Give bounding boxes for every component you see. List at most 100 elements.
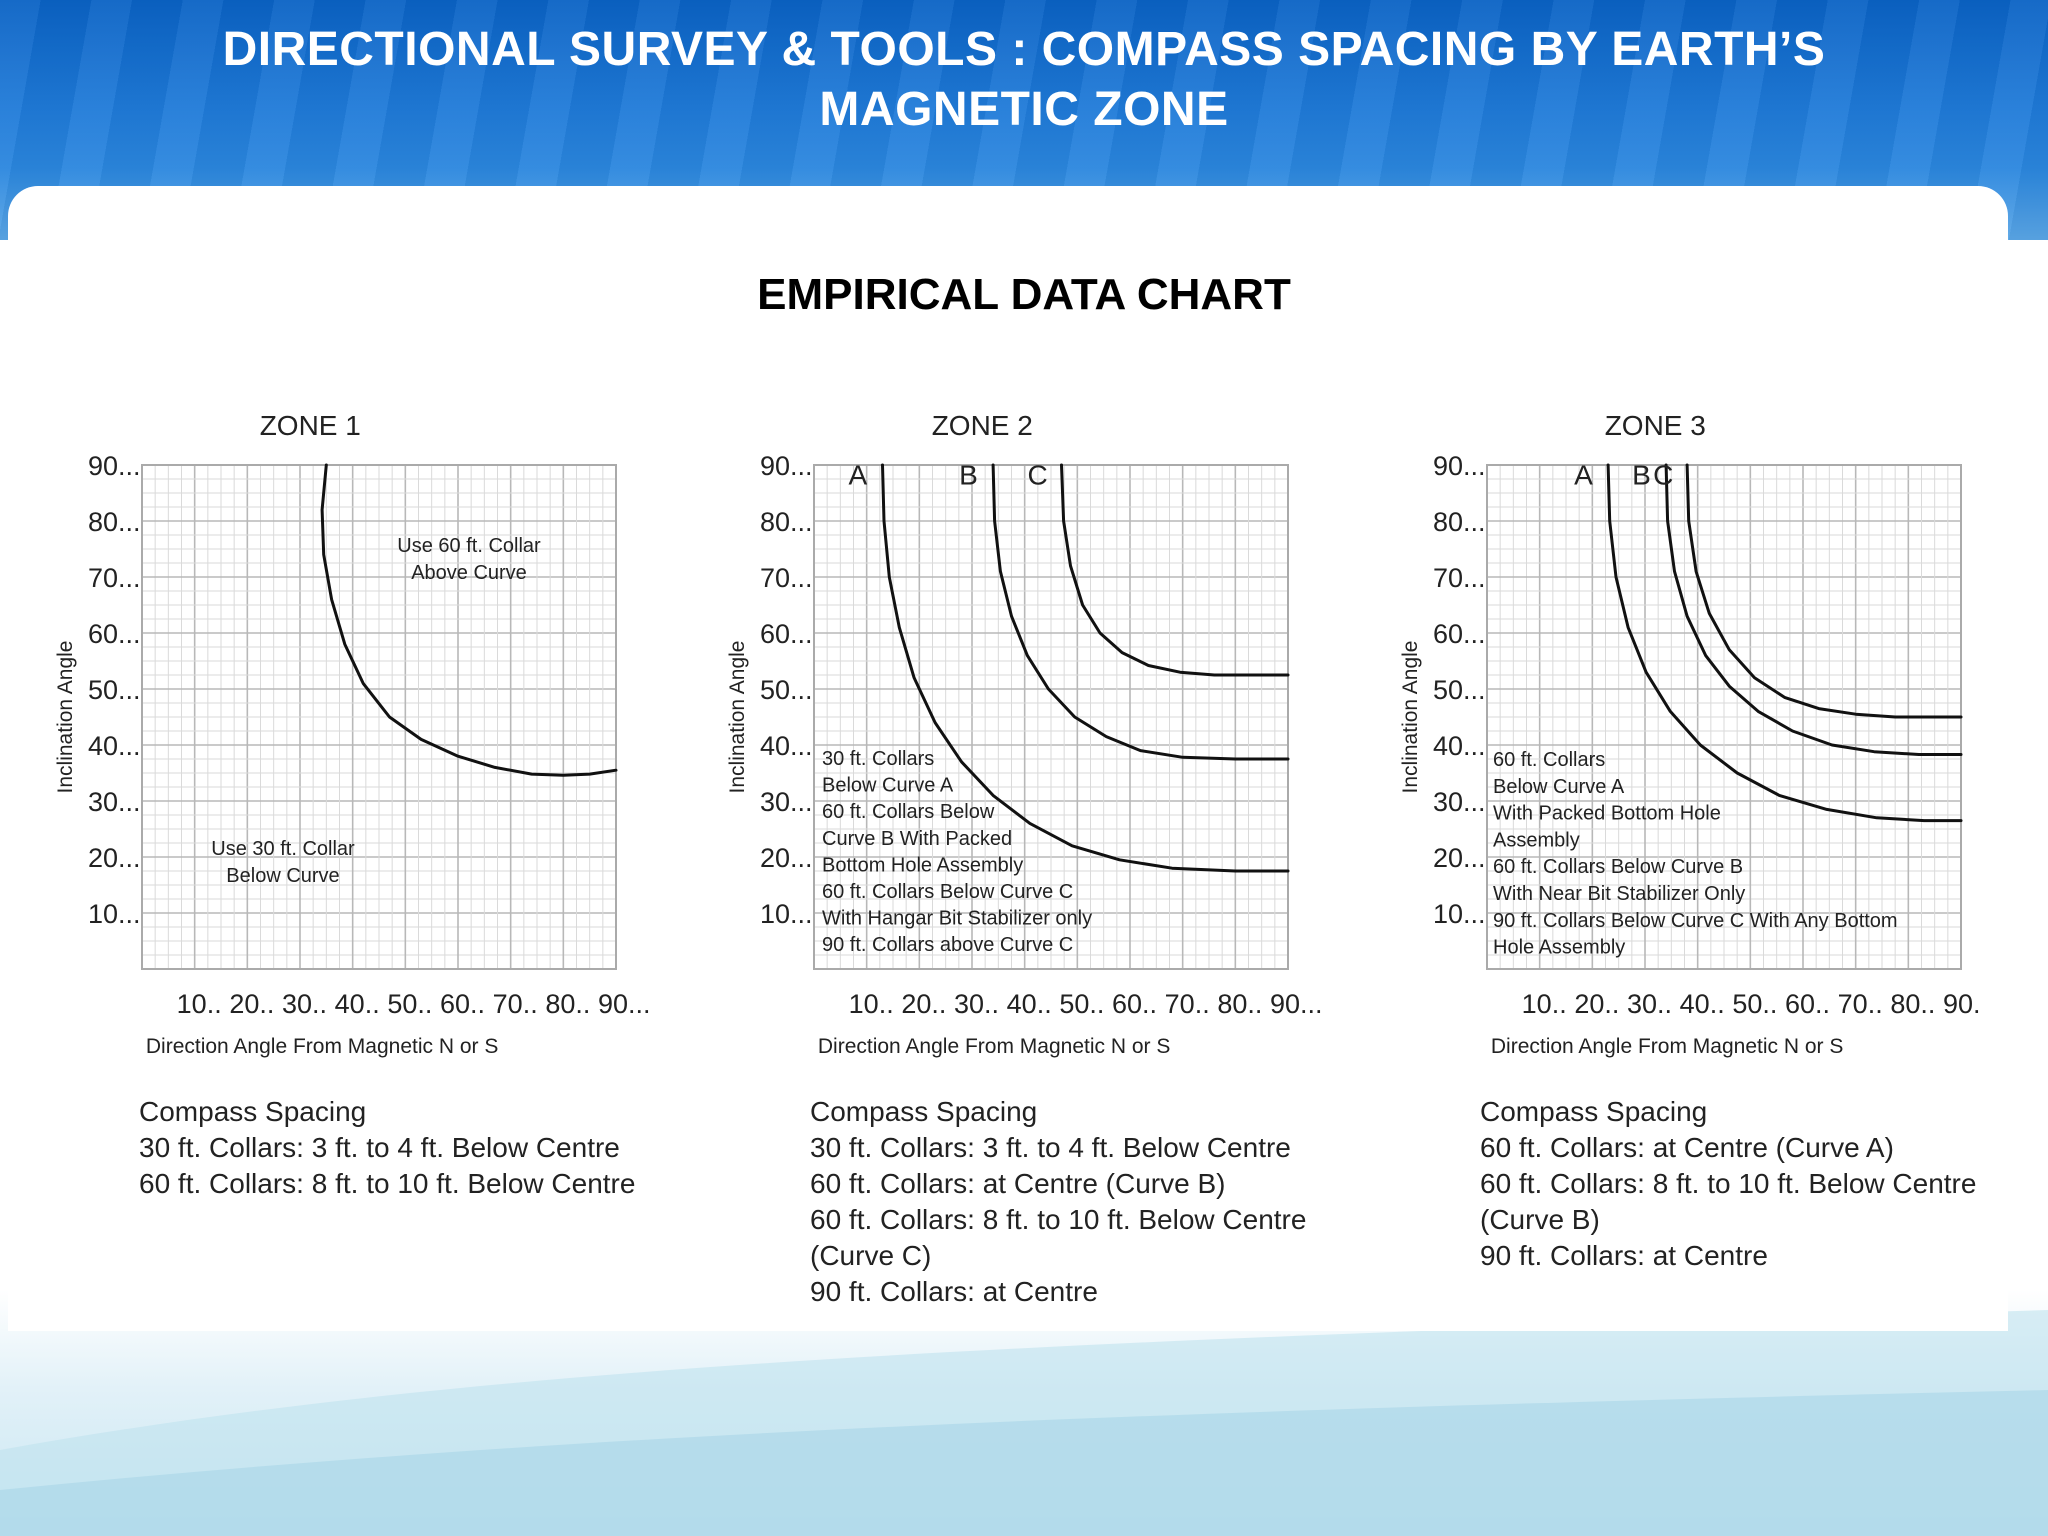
zone-chart-1: ZONE 1 90... 80... 70... 60... 50... 40... 30..… [54, 410, 651, 1058]
x-tick-label: 70.. [1838, 989, 1883, 1019]
annotation-line: 90 ft. Collars Below Curve C With Any Bo… [1493, 910, 1898, 932]
x-tick-label: 60.. [440, 989, 485, 1019]
y-tick-label: 80... [1433, 507, 1486, 537]
annotation-line: Above Curve [411, 562, 527, 584]
curve-a [1606, 463, 1963, 823]
y-tick-label: 30... [88, 787, 141, 817]
x-tick-label: 30.. [1627, 989, 1672, 1019]
compass-spacing-line: 90 ft. Collars: at Centre [1480, 1240, 1768, 1271]
compass-spacing-line: 90 ft. Collars: at Centre [810, 1276, 1098, 1307]
chart-grid [813, 464, 1289, 970]
x-tick-label: 50.. [1059, 989, 1104, 1019]
chart-annotation: 60 ft. Collars Below Curve A With Packed B… [1493, 749, 1898, 959]
y-axis-label: Inclination Angle [726, 641, 749, 794]
x-tick-label: 10.. [849, 989, 894, 1019]
x-axis-label: Direction Angle From Magnetic N or S [146, 1035, 498, 1058]
x-tick-label: 30.. [282, 989, 327, 1019]
y-tick-label: 50... [88, 675, 141, 705]
curve-label-c: C [1028, 460, 1048, 491]
page-title: DIRECTIONAL SURVEY & TOOLS : COMPASS SPA… [100, 20, 1948, 140]
y-tick-label: 20... [760, 843, 813, 873]
plot-frame [141, 464, 617, 970]
x-tick-label: 30.. [954, 989, 999, 1019]
y-tick-label: 90... [1433, 451, 1486, 481]
y-tick-label: 30... [1433, 787, 1486, 817]
x-tick-label: 50.. [1732, 989, 1777, 1019]
annotation-line: Curve B With Packed [822, 828, 1012, 850]
curve-c [1685, 463, 1963, 719]
compass-spacing-line: 60 ft. Collars: at Centre (Curve A) [1480, 1132, 1894, 1163]
annotation-line: Use 60 ft. Collar [397, 535, 541, 557]
y-tick-label: 50... [760, 675, 813, 705]
compass-spacing-line: (Curve C) [810, 1240, 932, 1271]
x-axis-label: Direction Angle From Magnetic N or S [818, 1035, 1170, 1058]
compass-spacing-line: (Curve B) [1480, 1204, 1600, 1235]
compass-spacing-title: Compass Spacing [810, 1096, 1038, 1127]
y-tick-label: 30... [760, 787, 813, 817]
y-tick-label: 10... [1433, 899, 1486, 929]
y-tick-label: 20... [88, 843, 141, 873]
annotation-line: 60 ft. Collars [1493, 749, 1605, 771]
x-tick-label: 80.. [1890, 989, 1935, 1019]
x-tick-label: 10.. [1522, 989, 1567, 1019]
zone-chart-3: ZONE 3 90... 80... 70... 60... 50... 40... 30..… [1399, 410, 1981, 1058]
compass-spacing-line: 60 ft. Collars: 8 ft. to 10 ft. Below Ce… [1480, 1168, 1977, 1199]
compass-spacing-zone-2: Compass Spacing 30 ft. Collars: 3 ft. to … [810, 1094, 1306, 1310]
annotation-line: Assembly [1493, 829, 1580, 851]
zone-title: ZONE 2 [932, 410, 1033, 441]
curve-main [320, 463, 618, 777]
compass-spacing-line: 60 ft. Collars: 8 ft. to 10 ft. Below Ce… [810, 1204, 1307, 1235]
plot-frame [813, 464, 1289, 970]
annotation-line: Below Curve A [1493, 776, 1625, 798]
footer-wave [0, 1310, 2048, 1536]
compass-spacing-line: 60 ft. Collars: at Centre (Curve B) [810, 1168, 1226, 1199]
chart-annotation: 30 ft. Collars Below Curve A 60 ft. Collar… [822, 748, 1092, 956]
y-tick-label: 40... [1433, 731, 1486, 761]
y-tick-label: 60... [88, 619, 141, 649]
x-tick-label: 40.. [335, 989, 380, 1019]
chart-annotation: Use 60 ft. Collar Above Curve [397, 535, 541, 584]
annotation-line: With Near Bit Stabilizer Only [1493, 883, 1745, 905]
annotation-line: Use 30 ft. Collar [211, 838, 355, 860]
annotation-line: Below Curve A [822, 775, 954, 797]
y-axis-label: Inclination Angle [1399, 641, 1422, 794]
y-axis-label: Inclination Angle [54, 641, 77, 794]
x-tick-label: 90. [1943, 989, 1981, 1019]
compass-spacing-zone-3: Compass Spacing 60 ft. Collars: at Centre… [1480, 1094, 1976, 1274]
compass-spacing-line: 30 ft. Collars: 3 ft. to 4 ft. Below Cen… [139, 1132, 620, 1163]
x-tick-label: 60.. [1785, 989, 1830, 1019]
x-axis-label: Direction Angle From Magnetic N or S [1491, 1035, 1843, 1058]
curve-a [881, 463, 1290, 873]
page-title-line-2: MAGNETIC ZONE [819, 83, 1229, 136]
annotation-line: With Packed Bottom Hole [1493, 803, 1721, 825]
compass-spacing-title: Compass Spacing [1480, 1096, 1708, 1127]
compass-spacing-line: 60 ft. Collars: 8 ft. to 10 ft. Below Ce… [139, 1168, 636, 1199]
annotation-line: 60 ft. Collars Below Curve C [822, 881, 1073, 903]
y-tick-label: 70... [1433, 563, 1486, 593]
x-tick-label: 70.. [493, 989, 538, 1019]
y-tick-label: 40... [760, 731, 813, 761]
x-tick-label: 60.. [1112, 989, 1157, 1019]
chart-annotation: Use 30 ft. Collar Below Curve [211, 838, 355, 887]
curve-label-c: C [1653, 460, 1673, 491]
compass-spacing-title: Compass Spacing [139, 1096, 367, 1127]
annotation-line: Below Curve [226, 865, 339, 887]
chart-heading: EMPIRICAL DATA CHART [757, 270, 1291, 319]
curve-b [991, 463, 1290, 761]
x-tick-label: 90... [1270, 989, 1323, 1019]
curve-c [1060, 463, 1290, 677]
curve-label-a: A [1574, 460, 1593, 491]
curve-label-b: B [1632, 460, 1651, 491]
compass-spacing-line: 30 ft. Collars: 3 ft. to 4 ft. Below Cen… [810, 1132, 1291, 1163]
y-tick-label: 40... [88, 731, 141, 761]
y-tick-label: 70... [88, 563, 141, 593]
chart-grid [1486, 464, 1962, 970]
x-tick-label: 50.. [387, 989, 432, 1019]
x-tick-label: 20.. [1574, 989, 1619, 1019]
y-tick-label: 70... [760, 563, 813, 593]
x-tick-label: 70.. [1165, 989, 1210, 1019]
annotation-line: 60 ft. Collars Below Curve B [1493, 856, 1743, 878]
zone-title: ZONE 3 [1605, 410, 1706, 441]
x-tick-label: 40.. [1007, 989, 1052, 1019]
